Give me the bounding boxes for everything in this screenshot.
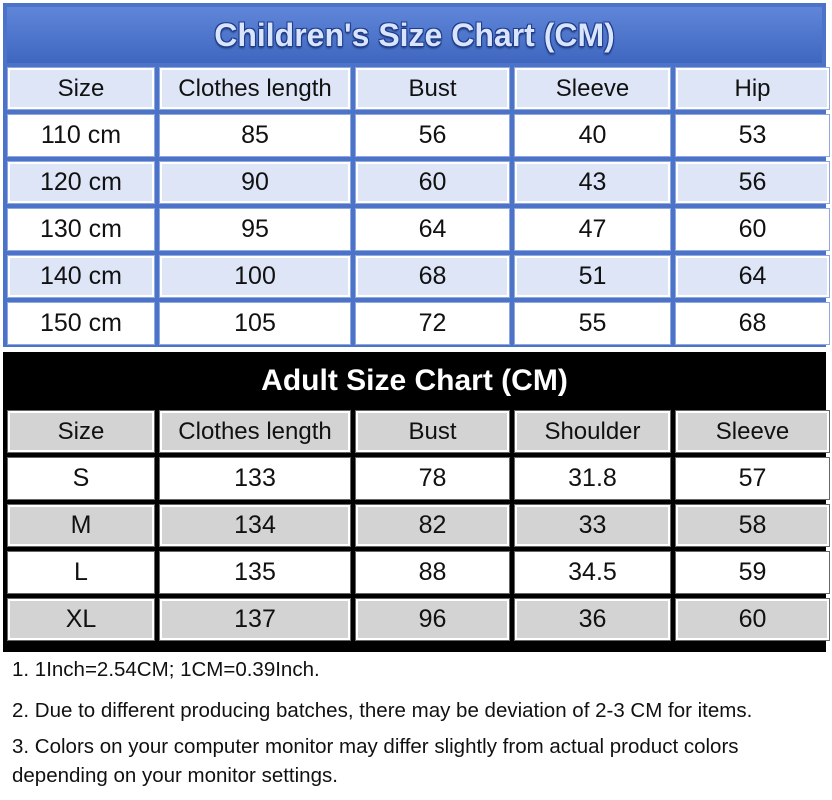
table-cell: 33 (514, 504, 671, 547)
table-cell: 135 (159, 551, 351, 594)
table-cell: 68 (355, 255, 510, 298)
table-cell: 110 cm (7, 114, 155, 157)
table-cell: 58 (675, 504, 830, 547)
table-cell: 68 (675, 302, 830, 345)
column-header-size: Size (7, 67, 155, 110)
table-cell: 120 cm (7, 161, 155, 204)
table-cell: 96 (355, 598, 510, 641)
table-cell: S (7, 457, 155, 500)
column-header-bust: Bust (355, 67, 510, 110)
table-cell: L (7, 551, 155, 594)
table-cell: XL (7, 598, 155, 641)
table-cell: 130 cm (7, 208, 155, 251)
adult-size-chart: Adult Size Chart (CM) Size Clothes lengt… (3, 352, 830, 652)
table-cell: 53 (675, 114, 830, 157)
childrens-chart-title: Children's Size Chart (CM) (7, 7, 822, 63)
table-cell: 88 (355, 551, 510, 594)
table-cell: 59 (675, 551, 830, 594)
table-cell: 51 (514, 255, 671, 298)
table-cell: 56 (675, 161, 830, 204)
size-notes: 1. 1Inch=2.54CM; 1CM=0.39Inch. 2. Due to… (12, 655, 824, 790)
table-cell: 72 (355, 302, 510, 345)
table-cell: 60 (675, 598, 830, 641)
note-monitor-colors: 3. Colors on your computer monitor may d… (12, 735, 739, 787)
table-cell: 40 (514, 114, 671, 157)
table-cell: 100 (159, 255, 351, 298)
table-cell: 57 (675, 457, 830, 500)
table-cell: 78 (355, 457, 510, 500)
table-cell: 43 (514, 161, 671, 204)
table-cell: 85 (159, 114, 351, 157)
table-cell: 140 cm (7, 255, 155, 298)
childrens-size-table: Size Clothes length Bust Sleeve Hip 110 … (7, 67, 830, 345)
column-header-sleeve: Sleeve (514, 67, 671, 110)
note-deviation: 2. Due to different producing batches, t… (12, 699, 753, 722)
childrens-size-chart: Children's Size Chart (CM) Size Clothes … (3, 3, 830, 347)
table-cell: 137 (159, 598, 351, 641)
adult-chart-title: Adult Size Chart (CM) (7, 356, 822, 406)
table-cell: M (7, 504, 155, 547)
table-cell: 60 (675, 208, 830, 251)
adult-size-table: Size Clothes length Bust Shoulder Sleeve… (7, 410, 830, 641)
note-conversion: 1. 1Inch=2.54CM; 1CM=0.39Inch. (12, 658, 320, 681)
table-cell: 133 (159, 457, 351, 500)
table-cell: 105 (159, 302, 351, 345)
table-cell: 150 cm (7, 302, 155, 345)
column-header-size: Size (7, 410, 155, 453)
table-cell: 34.5 (514, 551, 671, 594)
table-cell: 95 (159, 208, 351, 251)
column-header-clothes-length: Clothes length (159, 67, 351, 110)
table-cell: 90 (159, 161, 351, 204)
table-cell: 64 (355, 208, 510, 251)
table-cell: 82 (355, 504, 510, 547)
column-header-hip: Hip (675, 67, 830, 110)
table-cell: 60 (355, 161, 510, 204)
table-cell: 64 (675, 255, 830, 298)
column-header-sleeve: Sleeve (675, 410, 830, 453)
table-cell: 56 (355, 114, 510, 157)
column-header-bust: Bust (355, 410, 510, 453)
table-cell: 31.8 (514, 457, 671, 500)
table-cell: 134 (159, 504, 351, 547)
column-header-clothes-length: Clothes length (159, 410, 351, 453)
table-cell: 47 (514, 208, 671, 251)
table-cell: 36 (514, 598, 671, 641)
column-header-shoulder: Shoulder (514, 410, 671, 453)
table-cell: 55 (514, 302, 671, 345)
